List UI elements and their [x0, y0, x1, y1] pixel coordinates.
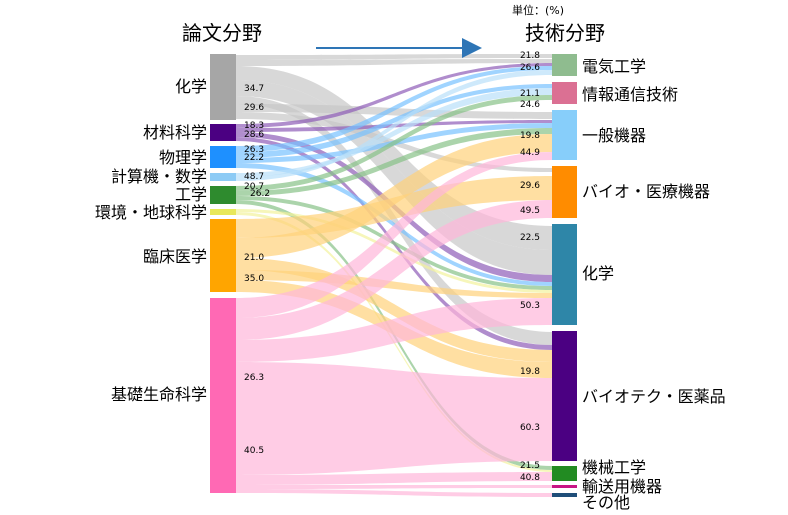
- flow-bio: [236, 489, 552, 497]
- right-label-general-machinery: 一般機器: [582, 126, 646, 145]
- right-value-label: 19.8: [520, 367, 540, 377]
- left-value-label: 26.3: [244, 145, 264, 155]
- left-axis-title: 論文分野: [182, 21, 262, 45]
- flow-chem: [236, 66, 552, 250]
- flow-phys: [236, 84, 552, 158]
- left-value-label: 21.0: [244, 253, 264, 263]
- flow-bio: [236, 200, 552, 340]
- left-node-engineering: [210, 186, 236, 204]
- right-label-transport: 輸送用機器: [582, 477, 662, 496]
- right-value-label: 26.6: [520, 63, 540, 73]
- right-label-chemistry: 化学: [582, 264, 614, 283]
- right-value-label: 21.1: [520, 89, 540, 99]
- right-label-ict: 情報通信技術: [582, 85, 678, 104]
- right-node-transport: [552, 485, 577, 488]
- right-label-bio-medical-devices: バイオ・医療機器: [582, 182, 710, 201]
- flow-clin: [236, 270, 552, 298]
- flow-bio: [236, 152, 552, 318]
- left-node-clinical: [210, 219, 236, 292]
- left-node-chemistry: [210, 54, 236, 120]
- flow-clin: [236, 176, 552, 238]
- left-value-label: 26.2: [250, 189, 270, 199]
- left-label-basic-life: 基礎生命科学: [111, 385, 207, 404]
- flow-bio: [236, 485, 552, 489]
- left-label-chemistry: 化学: [175, 77, 207, 96]
- flow-bio: [236, 472, 552, 485]
- left-value-label: 22.2: [244, 153, 264, 163]
- left-value-label: 20.7: [244, 182, 264, 192]
- right-label-mechanical: 機械工学: [582, 458, 646, 477]
- left-value-label: 40.5: [244, 446, 264, 456]
- right-value-label: 44.9: [520, 148, 540, 158]
- right-node-ict: [552, 82, 577, 104]
- flow-chem: [236, 96, 552, 345]
- left-value-label: 34.7: [244, 84, 264, 94]
- flow-chem: [236, 59, 552, 66]
- right-value-label: 21.5: [520, 461, 540, 471]
- flow-comp: [236, 70, 552, 181]
- left-node-environment: [210, 209, 236, 215]
- right-node-other: [552, 493, 577, 497]
- left-node-computing: [210, 173, 236, 181]
- right-label-electrical: 電気工学: [582, 57, 646, 76]
- left-node-basic-life: [210, 298, 236, 493]
- right-node-general-machinery: [552, 110, 577, 160]
- right-node-chemistry: [552, 224, 577, 325]
- flow-eng: [236, 128, 552, 196]
- right-axis-title: 技術分野: [525, 21, 605, 45]
- right-value-label: 24.6: [520, 100, 540, 110]
- flow-eng: [236, 95, 552, 191]
- flow-links: [236, 54, 552, 497]
- right-value-label: 60.3: [520, 423, 540, 433]
- left-node-materials: [210, 124, 236, 141]
- flow-chem: [236, 80, 552, 275]
- left-label-clinical: 臨床医学: [143, 247, 207, 266]
- left-value-label: 18.3: [244, 121, 264, 131]
- left-value-label: 29.6: [244, 103, 264, 113]
- flow-bio: [236, 362, 552, 475]
- flow-chem: [236, 104, 552, 119]
- flow-phys: [236, 66, 552, 152]
- right-label-other: その他: [582, 493, 630, 511]
- right-value-label: 21.8: [520, 51, 540, 61]
- flow-comp: [236, 88, 552, 177]
- flow-clin: [236, 134, 552, 258]
- right-value-label: 49.5: [520, 206, 540, 216]
- flow-phys: [236, 163, 552, 286]
- flow-env: [236, 209, 552, 293]
- right-node-bio-medical-devices: [552, 166, 577, 218]
- left-label-physics: 物理学: [159, 148, 207, 167]
- right-value-label: 50.3: [520, 301, 540, 311]
- left-label-computing: 計算機・数学: [111, 167, 207, 186]
- left-value-label: 48.7: [244, 172, 264, 182]
- left-value-label: 26.3: [244, 373, 264, 383]
- unit-label: 単位：(%): [512, 3, 564, 17]
- left-label-engineering: 工学: [175, 185, 207, 204]
- right-value-label: 22.5: [520, 233, 540, 243]
- flow-clin: [236, 258, 552, 362]
- left-label-environment: 環境・地球科学: [95, 203, 207, 222]
- flow-eng: [236, 196, 552, 290]
- left-label-materials: 材料科学: [143, 123, 207, 142]
- right-label-biotech-pharma: バイオテク・医薬品: [582, 387, 726, 406]
- right-value-label: 29.6: [520, 181, 540, 191]
- flow-mat: [236, 63, 552, 128]
- right-node-biotech-pharma: [552, 331, 577, 461]
- flow-bio: [236, 298, 552, 362]
- right-node-mechanical: [552, 466, 577, 481]
- right-value-label: 19.8: [520, 131, 540, 141]
- left-value-label: 35.0: [244, 274, 264, 284]
- right-value-label: 40.8: [520, 473, 540, 483]
- right-node-electrical: [552, 54, 577, 76]
- left-value-label: 28.6: [244, 130, 264, 140]
- left-node-physics: [210, 146, 236, 168]
